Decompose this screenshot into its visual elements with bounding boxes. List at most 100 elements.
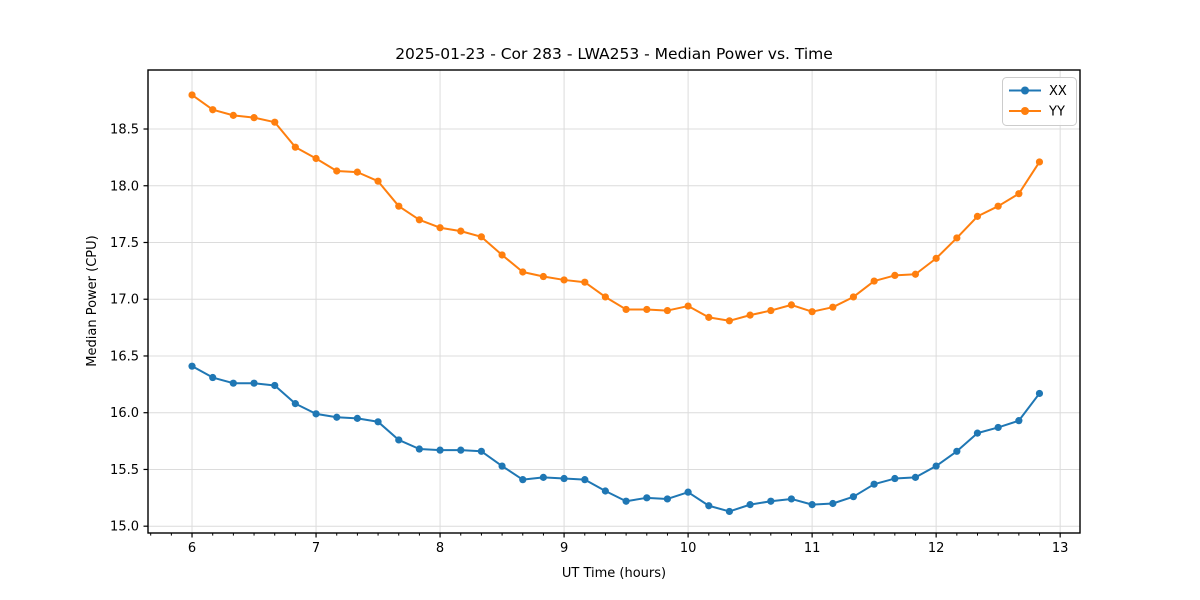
legend-marker [1021,107,1029,115]
x-tick-label: 11 [804,541,821,556]
data-point-XX [333,413,341,421]
data-point-XX [374,418,382,426]
data-point-XX [436,446,444,454]
data-point-YY [973,212,982,220]
data-point-YY [911,270,920,278]
data-point-XX [849,493,858,501]
data-point-YY [188,91,196,99]
data-point-YY [622,305,630,314]
data-point-YY [415,216,423,224]
data-point-YY [849,293,858,301]
data-point-YY [725,317,734,325]
data-point-YY [581,278,589,286]
data-point-YY [787,301,796,309]
data-point-XX [932,462,940,470]
data-point-YY [808,308,816,316]
data-point-YY [932,254,940,262]
x-tick-label: 9 [560,541,568,556]
y-tick-label: 17.0 [110,293,139,308]
data-point-YY [271,118,279,126]
data-point-XX [705,502,713,510]
x-tick-label: 12 [928,541,945,556]
legend: XX YY [1002,77,1077,126]
y-tick-label: 15.0 [110,520,139,535]
data-point-XX [787,495,796,503]
legend-label: XX [1049,84,1067,99]
data-point-XX [291,400,299,408]
data-point-XX [519,476,527,484]
y-tick-label: 17.5 [110,236,139,251]
data-point-YY [539,272,547,281]
data-point-YY [250,114,258,122]
data-point-XX [870,480,878,488]
series-XX [188,362,1044,516]
data-point-XX [457,446,465,454]
data-point-YY [312,154,320,163]
y-tick-label: 15.5 [110,463,139,478]
data-point-YY [374,177,382,185]
data-point-YY [395,202,403,210]
data-point-YY [229,111,237,119]
data-point-YY [643,305,651,314]
data-point-XX [312,410,320,418]
data-point-XX [767,497,775,505]
data-point-XX [498,462,506,470]
data-point-XX [746,501,754,509]
data-point-XX [953,447,961,455]
data-point-XX [663,495,671,503]
data-point-XX [1035,389,1044,398]
y-tick-label: 18.0 [110,179,139,194]
data-point-YY [291,143,299,151]
data-point-XX [188,362,196,370]
data-point-YY [767,306,775,315]
data-point-YY [436,224,444,232]
data-point-YY [353,168,361,176]
data-point-YY [519,268,527,276]
data-point-YY [1015,190,1023,198]
data-point-XX [353,414,361,422]
y-tick-label: 16.5 [110,349,139,364]
data-point-XX [209,373,217,382]
plot-border [147,69,1081,534]
data-point-XX [250,379,258,387]
data-point-YY [209,106,217,114]
series-line-XX [191,365,1041,513]
gridlines [148,70,1080,533]
data-series [188,91,1044,516]
data-point-YY [829,303,837,311]
data-point-XX [539,473,547,481]
y-axis-label: Median Power (CPU) [85,235,100,366]
data-point-XX [477,447,485,455]
data-point-YY [684,302,692,310]
data-point-XX [271,381,279,390]
data-point-YY [1035,158,1044,166]
data-point-XX [911,473,920,481]
x-axis-label: UT Time (hours) [562,566,666,581]
chart-title: 2025-01-23 - Cor 283 - LWA253 - Median P… [395,45,833,63]
data-point-XX [622,497,630,505]
data-point-YY [560,276,568,284]
x-tick-label: 13 [1052,541,1069,556]
x-tick-label: 8 [436,541,444,556]
data-point-YY [663,306,671,315]
data-point-XX [829,499,837,508]
data-point-XX [973,429,982,437]
data-point-XX [891,474,899,483]
axis-ticks: 6 7 8 9 10 11 12 13 15.0 15.5 16.0 16.5 17.0 17.5 18.0… [110,123,1068,556]
data-point-YY [994,202,1002,210]
data-point-XX [684,488,692,496]
data-point-XX [229,379,237,387]
data-point-XX [1015,417,1023,425]
data-point-XX [643,494,651,502]
data-point-YY [953,234,961,242]
data-point-XX [581,476,589,484]
data-point-YY [498,251,506,259]
x-tick-label: 6 [188,541,196,556]
x-tick-label: 7 [312,541,320,556]
data-point-XX [725,507,734,516]
legend-label: YY [1048,105,1065,120]
y-tick-label: 16.0 [110,406,139,421]
data-point-YY [705,313,713,321]
